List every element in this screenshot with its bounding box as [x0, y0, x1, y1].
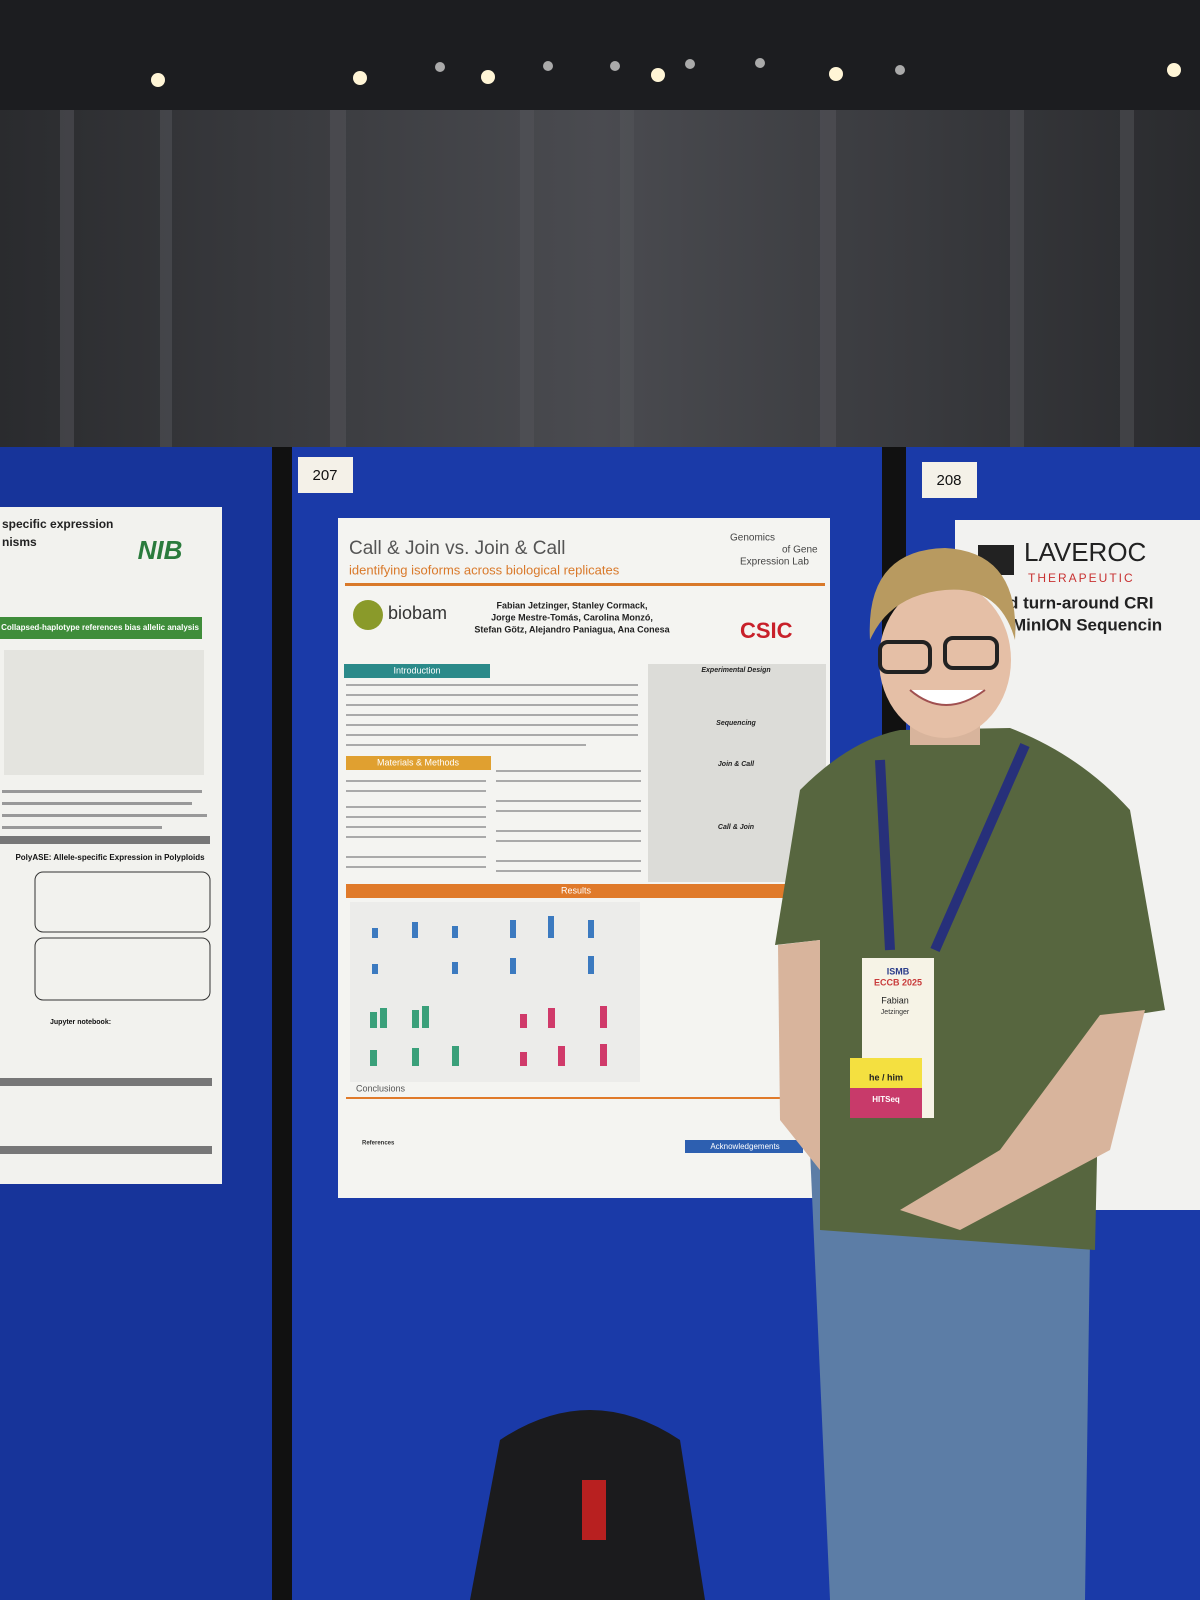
section-title: Introduction	[393, 665, 440, 675]
authors: Fabian Jetzinger, Stanley Cormack,	[496, 600, 647, 610]
figure-panel	[34, 871, 211, 933]
section-title: Acknowledgements	[710, 1142, 779, 1151]
section-header	[346, 884, 806, 898]
lab-name: Genomics	[730, 533, 775, 544]
poster-title: Call & Join vs. Join & Call	[349, 538, 565, 559]
board-gap	[272, 447, 292, 1600]
banner-text: PolyASE: Allele-specific Expression in P…	[15, 853, 205, 862]
poster-banner	[0, 617, 202, 639]
poster-title: d turn-around CRI	[1008, 593, 1153, 612]
board-number: 207	[312, 467, 337, 484]
banner-text: Collapsed-haplotype references bias alle…	[1, 623, 199, 632]
logo-mark	[353, 600, 383, 630]
divider	[346, 1097, 806, 1099]
section-bar	[0, 1146, 212, 1154]
section-bar	[0, 836, 210, 844]
badge-track: HITSeq	[872, 1095, 900, 1104]
section-header	[685, 1140, 803, 1153]
poster-title: nisms	[2, 535, 37, 549]
backpack-logo	[582, 1480, 606, 1540]
panel-title: Join & Call	[718, 761, 755, 768]
badge-name: Jetzinger	[881, 1009, 910, 1016]
lab-name: Expression Lab	[740, 557, 809, 568]
panel-title: Call & Join	[718, 824, 754, 831]
badge-tab	[850, 1058, 922, 1088]
panel-title: Experimental Design	[701, 667, 770, 674]
board-number: 208	[936, 472, 961, 489]
authors: Jorge Mestre-Tomás, Carolina Monzó,	[491, 612, 653, 622]
panel-title: Sequencing	[716, 720, 756, 727]
divider	[345, 583, 825, 586]
ceiling	[0, 0, 1200, 115]
figure-panel	[4, 650, 204, 775]
section-header	[346, 756, 491, 770]
banner-text: Jupyter notebook:	[50, 1019, 111, 1026]
figure-panel	[34, 937, 211, 1001]
poster-tagline: THERAPEUTIC	[1028, 571, 1135, 585]
poster-title: specific expression	[2, 517, 113, 531]
badge-pronouns: he / him	[869, 1072, 903, 1082]
section-title: Results	[561, 885, 592, 895]
logo: CSIC	[740, 618, 793, 643]
poster-title: MinION Sequencin	[1012, 615, 1162, 634]
result-plots	[350, 902, 640, 1082]
section-title: Conclusions	[356, 1083, 406, 1093]
poster-logo: NIB	[138, 535, 183, 565]
badge-tab	[850, 1086, 922, 1118]
text-lines	[2, 790, 207, 829]
ceiling-lights	[151, 58, 1181, 87]
section-header	[344, 664, 490, 678]
text-lines	[346, 684, 641, 872]
badge-event: ECCB 2025	[874, 977, 922, 987]
curtain-folds	[60, 110, 1134, 455]
section-bar	[0, 1078, 212, 1086]
board-number-card	[298, 457, 353, 493]
curtain	[0, 110, 1200, 455]
board-number-card	[922, 462, 977, 498]
badge-name: Fabian	[881, 995, 909, 1005]
section-title: References	[362, 1141, 395, 1147]
section-title: Materials & Methods	[377, 757, 460, 767]
lab-name: of Gene	[782, 545, 818, 556]
logo: biobam	[388, 603, 447, 623]
authors: Stefan Götz, Alejandro Paniagua, Ana Con…	[474, 624, 670, 634]
person	[775, 548, 1165, 1600]
poster-subtitle: identifying isoforms across biological r…	[349, 562, 620, 577]
badge-event: ISMB	[887, 966, 910, 976]
poster-logo: LAVEROC	[1024, 537, 1146, 567]
